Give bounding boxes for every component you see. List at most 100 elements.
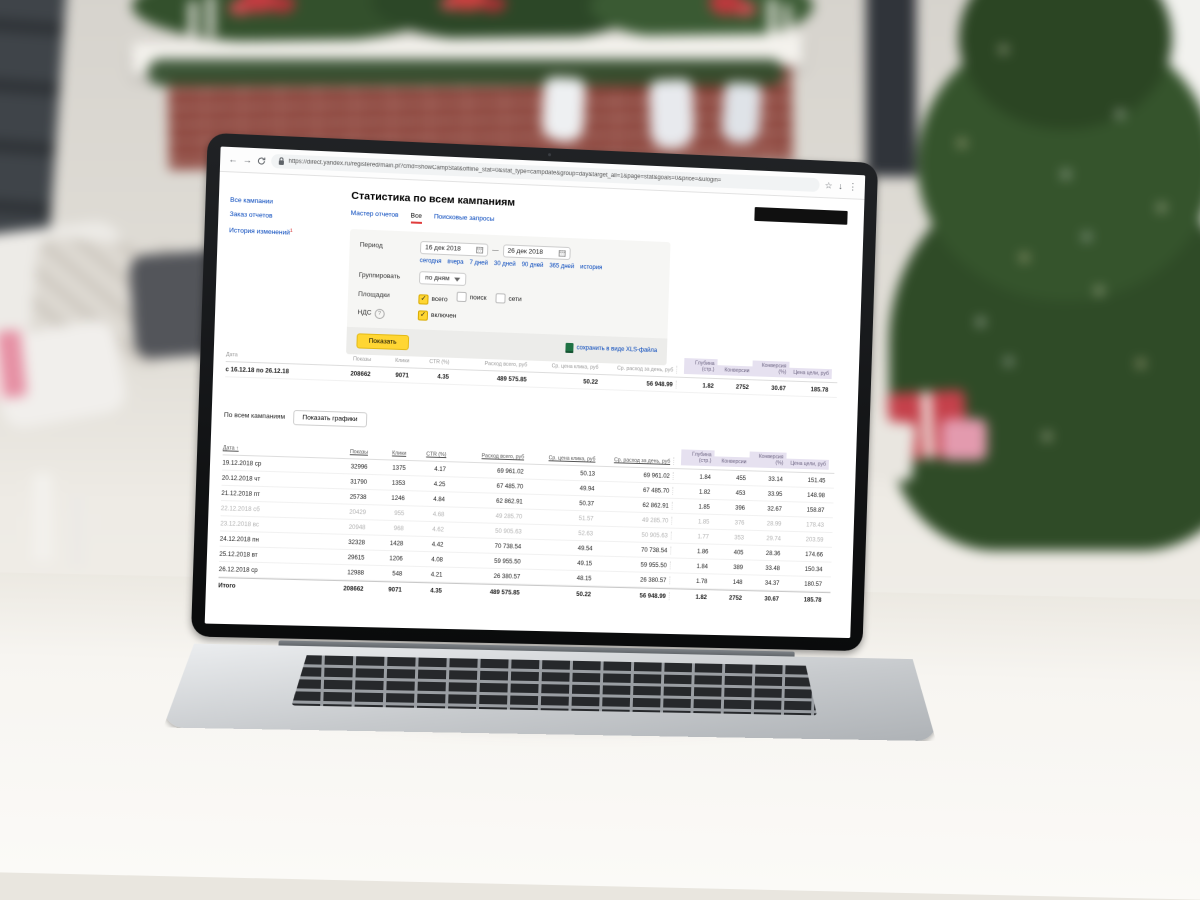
table-cell: 396 — [713, 505, 748, 512]
table-cell: 185.78 — [782, 597, 825, 604]
table-cell: 67 485.70 — [448, 482, 526, 490]
tree-lights — [1000, 46, 1006, 52]
table-cell: 1246 — [369, 495, 407, 502]
quick-period-link[interactable]: вчера — [447, 259, 463, 266]
tab[interactable]: Поисковые запросы — [434, 213, 495, 227]
bookmark-star-icon[interactable]: ☆ — [825, 181, 833, 190]
download-icon[interactable]: ↓ — [838, 182, 843, 191]
sidebar-link[interactable]: Все кампании — [230, 197, 340, 209]
table-cell: 69 961.02 — [449, 467, 527, 475]
stocking — [541, 77, 586, 144]
table-cell: 32328 — [317, 539, 368, 546]
candle — [189, 1, 196, 36]
campaigns-section: По всем кампаниям Показать графики — [224, 408, 367, 428]
table-cell: 70 738.54 — [446, 543, 524, 551]
column-header: Клики — [374, 357, 412, 364]
table-cell: 49.15 — [524, 560, 596, 568]
back-icon[interactable]: ← — [228, 154, 237, 164]
table-cell: 1.86 — [678, 549, 711, 556]
campaigns-section-title: По всем кампаниям — [224, 412, 285, 421]
table-cell: 4.84 — [408, 496, 448, 503]
table-cell: 31790 — [319, 479, 370, 487]
table-cell: 56 948.99 — [601, 380, 676, 389]
column-header[interactable]: Цена цели, руб — [786, 459, 829, 470]
vat-checkbox[interactable]: ✓ включен — [418, 310, 457, 321]
column-header[interactable]: Конверсии — [714, 456, 749, 467]
table-cell: 1.77 — [678, 534, 711, 541]
table-cell: 1.84 — [677, 564, 710, 571]
table-cell: 49.94 — [526, 485, 597, 493]
column-header[interactable]: Расход всего, руб — [449, 452, 527, 460]
table-cell: 1428 — [368, 540, 406, 547]
quick-period-link[interactable]: 7 дней — [469, 260, 488, 267]
quick-period-link[interactable]: сегодня — [420, 258, 442, 265]
info-icon[interactable]: ? — [374, 308, 384, 318]
refresh-icon[interactable] — [257, 156, 266, 166]
table-cell: 4.35 — [405, 588, 445, 595]
column-header[interactable]: Ср. цена клика, руб — [527, 455, 598, 463]
forward-icon[interactable]: → — [243, 155, 252, 165]
date-to-input[interactable]: 26 дек 2018 — [502, 244, 570, 260]
sidebar-link[interactable]: Заказ отчетов — [230, 211, 340, 223]
table-cell: 33.48 — [746, 565, 783, 572]
vat-label-text: НДС — [357, 309, 371, 317]
column-header[interactable]: Клики — [371, 450, 409, 457]
table-cell: 353 — [712, 535, 747, 542]
date-from-input[interactable]: 16 дек 2018 — [420, 241, 488, 257]
platform-option-label: поиск — [470, 294, 487, 302]
row-date-cell: 22.12.2018 сб — [221, 506, 319, 515]
sidebar-link[interactable]: История изменений1 — [229, 225, 339, 239]
column-header[interactable]: Дата ↑ — [223, 445, 321, 454]
quick-period-link[interactable]: 30 дней — [494, 261, 516, 268]
table-cell: 1.82 — [680, 489, 713, 496]
table-cell: 4.25 — [408, 481, 448, 488]
menu-dots-icon[interactable]: ⋮ — [848, 182, 857, 191]
table-cell: 148 — [710, 579, 745, 586]
sidebar: Все кампании Заказ отчетов История изменен… — [229, 197, 340, 239]
calendar-icon[interactable] — [476, 246, 483, 253]
platform-option[interactable]: ✓всего — [418, 294, 447, 305]
candle — [70, 496, 86, 569]
table-cell: 455 — [714, 475, 749, 482]
table-cell: 70 738.54 — [595, 547, 670, 555]
table-cell: 33.95 — [748, 491, 785, 498]
table-cell: 32996 — [320, 463, 371, 471]
laptop: ← → https://direct.yandex.ru/registered/… — [178, 122, 892, 724]
table-cell: 4.21 — [405, 572, 445, 579]
tab[interactable]: Все — [410, 212, 422, 224]
table-cell: 1353 — [370, 480, 408, 487]
quick-period-link[interactable]: 365 дней — [549, 263, 574, 270]
table-cell: 28.36 — [746, 551, 783, 558]
gift-box — [941, 419, 987, 461]
table-cell: 180.57 — [782, 581, 825, 588]
table-cell: 50.22 — [523, 591, 595, 599]
table-cell: 4.42 — [406, 541, 446, 548]
row-date-cell: 23.12.2018 вс — [220, 521, 318, 530]
table-cell: 50 905.63 — [596, 532, 671, 540]
show-charts-button[interactable]: Показать графики — [293, 410, 367, 428]
column-header: Глубина (стр.) — [684, 358, 718, 375]
table-cell: 158.87 — [785, 507, 828, 514]
group-select[interactable]: по дням — [419, 271, 467, 286]
table-cell: 49 285.70 — [596, 517, 671, 525]
background-doorway — [866, 0, 916, 176]
table-cell: 62 862.91 — [597, 502, 672, 510]
group-label: Группировать — [359, 272, 420, 281]
quick-period-link[interactable]: 90 дней — [522, 262, 544, 269]
calendar-icon[interactable] — [558, 250, 565, 257]
column-header[interactable]: Конверсия (%) — [749, 452, 786, 469]
column-header: Показы — [324, 355, 375, 363]
platform-option[interactable]: сети — [495, 293, 521, 304]
column-header[interactable]: CTR (%) — [409, 451, 449, 458]
table-cell: 52.63 — [525, 530, 596, 538]
column-header[interactable]: Ср. расход за день, руб — [598, 457, 673, 465]
table-cell: 34.37 — [745, 580, 782, 587]
webcam-dot — [548, 153, 551, 156]
table-cell: 4.62 — [407, 526, 447, 533]
column-header[interactable]: Показы — [320, 448, 371, 456]
table-cell: 9071 — [374, 372, 412, 379]
quick-period-link[interactable]: история — [580, 264, 602, 271]
platform-option[interactable]: поиск — [457, 292, 487, 303]
column-header[interactable]: Глубина (стр.) — [681, 449, 715, 466]
tab[interactable]: Мастер отчетов — [350, 210, 398, 223]
